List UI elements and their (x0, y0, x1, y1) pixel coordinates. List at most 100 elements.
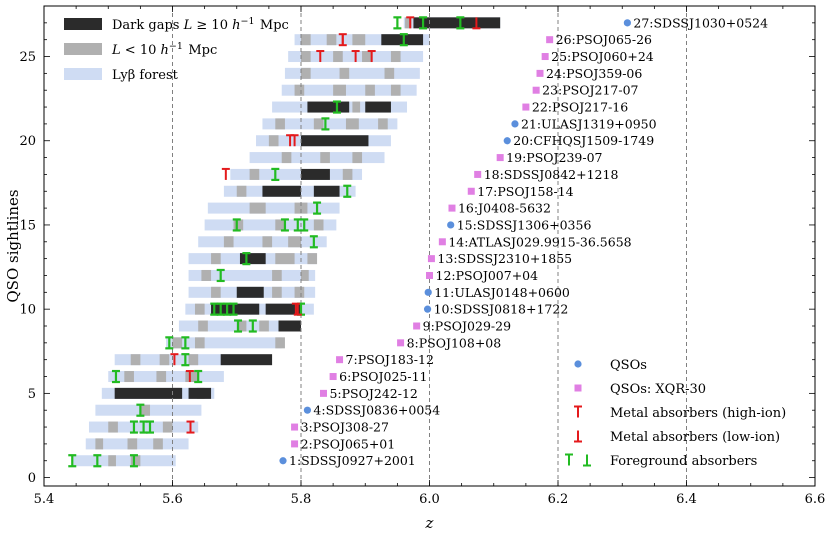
x-axis-label: z (425, 514, 434, 532)
legend-foreground-marker (583, 454, 591, 467)
foreground-absorber (181, 336, 190, 350)
dark-gap (114, 387, 183, 399)
short-gap (384, 67, 395, 79)
forest-bar (207, 202, 340, 214)
y-tick-label: 25 (19, 50, 36, 65)
x-tick-label: 5.8 (291, 492, 312, 507)
short-gap (390, 51, 401, 63)
qso-label: 25:PSOJ060+24 (551, 49, 654, 64)
metal-absorber-high-ion (221, 167, 230, 180)
xqr30-qso-marker (397, 339, 405, 347)
short-gap (294, 84, 305, 96)
qso-label: 7:PSOJ183-12 (346, 352, 434, 367)
qso-marker (279, 457, 287, 465)
foreground-absorber (343, 184, 352, 198)
forest-bar (166, 337, 282, 349)
reference-lines (172, 6, 687, 486)
qso-label: 10:SDSSJ0818+1722 (434, 302, 569, 317)
forest-bar (262, 118, 398, 130)
foreground-absorber (129, 454, 138, 468)
short-gap (268, 135, 279, 147)
x-tick-label: 6.6 (805, 492, 826, 507)
foreground-absorber (300, 218, 309, 232)
absorber-layer (68, 16, 481, 468)
legend-qso-marker (574, 360, 582, 368)
xqr30-qso-marker (474, 170, 482, 178)
foreground-absorber (309, 235, 318, 249)
legend-metal-high-marker (574, 405, 582, 418)
short-gap (108, 421, 118, 433)
xqr30-qso-marker (329, 373, 337, 381)
legend-label: Lyβ forest (112, 68, 179, 83)
metal-absorber-high-ion (406, 16, 415, 29)
qso-marker (447, 221, 455, 229)
qso-label: 26:PSOJ065-26 (556, 32, 652, 47)
short-gap (172, 337, 183, 349)
legend-metal-low-marker (574, 430, 582, 443)
xqr30-qso-marker (541, 53, 549, 61)
short-gap (352, 101, 361, 113)
short-gap (281, 152, 292, 164)
qso-label: 17:PSOJ158-14 (477, 184, 573, 199)
xqr30-qso-marker (496, 154, 504, 162)
x-tick-label: 5.6 (162, 492, 183, 507)
short-gap (333, 51, 343, 63)
qso-label: 9:PSOJ029-29 (423, 319, 511, 334)
short-gap (156, 371, 167, 383)
axis-ticks: 5.4 5.6 5.8 6.0 6.2 6.4 6.6 0 5 10 15 20 25 (19, 6, 825, 507)
short-gap (339, 67, 350, 79)
legend-label: Metal absorbers (low-ion) (610, 430, 780, 445)
short-gap (307, 253, 318, 265)
qso-marker (303, 406, 312, 414)
dark-gap (301, 168, 330, 180)
qso-label: 22:PSOJ217-16 (532, 100, 628, 115)
y-axis-label: QSO sightlines (4, 189, 22, 302)
short-gap (211, 253, 221, 265)
legend-label: Dark gaps L ≥ 10 h−1 Mpc (112, 16, 289, 33)
xqr30-qso-marker (319, 389, 327, 397)
foreground-absorber (248, 319, 257, 333)
qso-label: 5:PSOJ242-12 (329, 386, 417, 401)
metal-absorber-low-ion (472, 17, 481, 30)
short-gap (127, 438, 138, 450)
legend-swatch (64, 68, 102, 80)
x-tick-label: 6.2 (548, 492, 569, 507)
short-gap (159, 354, 170, 366)
legend-swatch (64, 43, 102, 55)
dark-gap (211, 303, 260, 315)
short-gap (294, 286, 305, 298)
qso-label: 16:J0408-5632 (458, 201, 551, 216)
foreground-absorber (136, 403, 145, 417)
short-gap (130, 455, 141, 467)
qso-label: 21:ULASJ1319+0950 (521, 116, 657, 131)
qso-label: 1:SDSSJ0927+2001 (289, 453, 416, 468)
metal-absorber-low-ion (293, 303, 302, 316)
qso-label: 19:PSOJ239-07 (506, 150, 602, 165)
short-gap (345, 118, 359, 130)
qso-label: 12:PSOJ007+04 (436, 268, 539, 283)
foreground-absorber (194, 369, 203, 384)
xqr30-qso-marker (532, 86, 540, 94)
short-gap (301, 51, 311, 63)
foreground-absorber (280, 218, 289, 232)
short-gap (378, 118, 388, 130)
qso-label: 27:SDSSJ1030+0524 (633, 15, 768, 30)
legend-foreground-marker (565, 453, 573, 466)
y-tick-label: 10 (19, 303, 36, 318)
qso-marker (423, 305, 432, 313)
foreground-absorber (332, 100, 341, 114)
foreground-absorber (93, 454, 102, 468)
short-gap (194, 337, 205, 349)
x-tick-label: 6.0 (419, 492, 440, 507)
qso-label: 24:PSOJ359-06 (546, 66, 642, 81)
short-gap (201, 269, 212, 281)
dark-gap-layer (114, 17, 501, 399)
xqr30-qso-marker (291, 440, 299, 448)
short-gap (198, 320, 208, 332)
foreground-absorber (271, 167, 280, 182)
foreground-absorber (419, 16, 428, 30)
legend-label: L < 10 h−1 Mpc (111, 41, 217, 58)
short-gap (313, 219, 324, 231)
qso-label: 13:SDSSJ2310+1855 (437, 251, 572, 266)
qso-label: 6:PSOJ025-11 (339, 369, 427, 384)
